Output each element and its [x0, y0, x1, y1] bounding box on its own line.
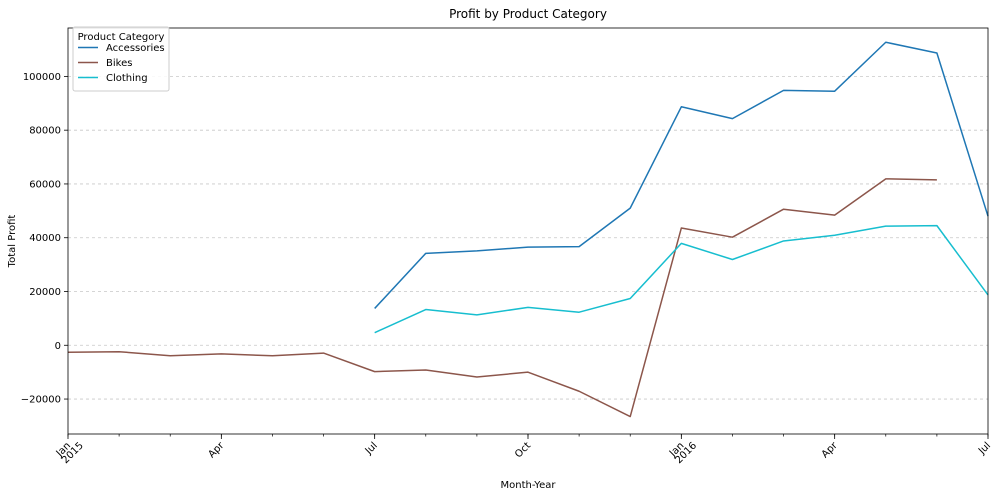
legend-title: Product Category: [78, 32, 165, 43]
chart-title: Profit by Product Category: [449, 7, 607, 21]
legend-label-clothing: Clothing: [106, 73, 148, 84]
legend-label-bikes: Bikes: [106, 58, 132, 69]
gridlines: [68, 75, 988, 400]
plot-area: [67, 27, 989, 435]
series-line-bikes: [67, 178, 937, 418]
y-tick-label: 80000: [29, 126, 61, 137]
x-axis-label: Month-Year: [501, 480, 557, 491]
y-tick-label: −20000: [21, 395, 61, 406]
x-tick-label: Jul: [976, 440, 993, 457]
y-tick-label: 0: [55, 341, 61, 352]
axes-frame: [67, 27, 989, 435]
series-line-accessories: [374, 41, 989, 309]
x-tick-label: Apr: [206, 440, 227, 461]
y-tick-label: 20000: [29, 287, 61, 298]
x-tick-label: Oct: [513, 440, 533, 460]
y-tick-label: 40000: [29, 233, 61, 244]
y-axis-ticks: −20000 0 20000 40000 60000 80000 100000: [21, 72, 68, 406]
y-axis-label: Total Profit: [7, 215, 18, 269]
legend: Product Category Accessories Bikes Clothin…: [72, 26, 170, 92]
x-tick-label: Jul: [363, 440, 380, 457]
legend-label-accessories: Accessories: [106, 43, 165, 54]
legend-box: [72, 26, 170, 92]
y-tick-label: 100000: [23, 72, 61, 83]
y-tick-label: 60000: [29, 179, 61, 190]
series-line-clothing: [374, 224, 989, 334]
x-tick-label: Apr: [820, 440, 841, 461]
